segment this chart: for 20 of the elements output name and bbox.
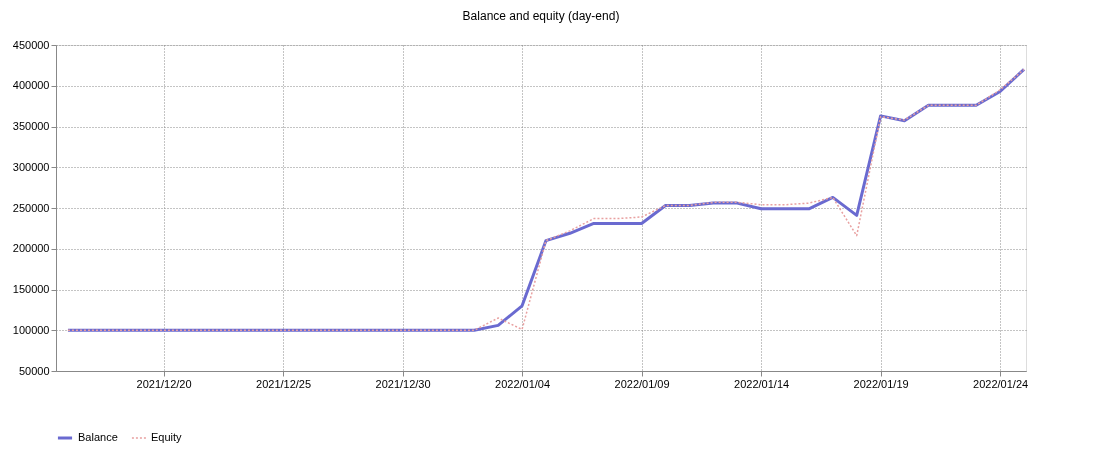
legend-label: Equity (151, 431, 183, 443)
y-tick-label: 450000 (12, 38, 50, 51)
y-tick-label: 200000 (12, 242, 50, 255)
x-tick-label: 2022/01/24 (973, 377, 1029, 390)
x-tick-label: 2022/01/04 (495, 377, 551, 390)
x-tick-label: 2022/01/14 (734, 377, 790, 390)
x-tick-label: 2022/01/09 (614, 377, 670, 390)
y-tick-label: 350000 (12, 120, 50, 132)
chart-title: Balance and equity (day-end) (462, 9, 620, 23)
x-tick-label: 2021/12/25 (256, 377, 312, 390)
x-tick-label: 2022/01/19 (853, 377, 909, 390)
y-tick-label: 300000 (12, 160, 50, 173)
y-tick-label: 100000 (12, 323, 50, 336)
legend-label: Balance (78, 431, 118, 443)
x-tick-label: 2021/12/20 (136, 377, 192, 390)
y-tick-label: 400000 (12, 79, 50, 92)
x-tick-label: 2021/12/30 (375, 377, 431, 390)
y-tick-label: 250000 (12, 201, 50, 214)
y-tick-label: 50000 (18, 364, 50, 377)
y-tick-label: 150000 (12, 283, 50, 295)
